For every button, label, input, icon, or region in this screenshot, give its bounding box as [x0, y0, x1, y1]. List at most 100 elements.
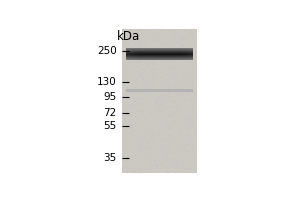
Point	[179, 168, 184, 171]
Point	[137, 156, 142, 160]
Point	[154, 168, 158, 171]
Point	[165, 106, 170, 109]
Point	[170, 110, 175, 113]
Point	[188, 104, 192, 107]
Point	[152, 148, 156, 151]
Point	[159, 124, 164, 127]
Point	[138, 48, 142, 51]
Point	[169, 152, 174, 155]
Point	[193, 135, 197, 138]
Point	[123, 82, 128, 85]
Point	[132, 170, 137, 173]
Point	[192, 58, 197, 61]
Point	[129, 136, 134, 139]
Point	[138, 52, 142, 55]
Point	[134, 48, 138, 51]
Point	[167, 79, 172, 82]
Point	[181, 77, 186, 80]
Point	[174, 120, 178, 123]
Point	[192, 169, 197, 172]
Point	[158, 77, 163, 80]
Point	[150, 146, 154, 149]
Point	[149, 105, 154, 108]
Point	[185, 161, 190, 164]
Point	[136, 116, 141, 119]
Point	[190, 50, 195, 54]
Point	[164, 123, 168, 127]
Point	[148, 77, 152, 80]
Point	[191, 39, 196, 42]
Point	[193, 35, 197, 38]
Point	[125, 153, 130, 156]
Point	[157, 95, 162, 98]
Point	[145, 163, 150, 166]
Point	[146, 132, 151, 135]
Point	[175, 166, 180, 169]
Point	[193, 131, 198, 134]
Point	[165, 102, 170, 105]
Point	[160, 101, 165, 105]
Point	[164, 68, 169, 72]
Point	[146, 101, 151, 104]
Point	[132, 62, 137, 66]
Point	[158, 56, 163, 59]
Point	[161, 137, 166, 140]
Point	[145, 72, 150, 75]
Point	[164, 121, 169, 124]
Point	[125, 172, 130, 175]
Point	[166, 114, 171, 117]
Point	[171, 125, 176, 128]
Point	[127, 127, 132, 130]
Point	[166, 161, 170, 164]
Point	[179, 98, 184, 101]
Point	[173, 71, 178, 74]
Point	[194, 135, 198, 138]
Point	[175, 87, 179, 90]
Point	[152, 31, 156, 34]
Point	[190, 162, 195, 165]
Point	[146, 107, 150, 110]
Point	[151, 78, 155, 81]
Point	[154, 40, 158, 43]
Point	[141, 140, 146, 144]
Point	[123, 160, 128, 163]
Point	[152, 82, 157, 85]
Point	[144, 55, 148, 58]
Point	[154, 131, 159, 134]
Point	[136, 57, 141, 61]
Point	[136, 76, 141, 79]
Point	[123, 35, 128, 38]
Point	[163, 159, 168, 162]
Point	[128, 132, 133, 135]
Point	[178, 65, 183, 68]
Point	[149, 68, 154, 71]
Point	[124, 110, 129, 113]
Point	[166, 62, 171, 65]
Point	[184, 90, 188, 93]
Point	[173, 80, 178, 83]
Point	[177, 97, 182, 100]
Point	[180, 133, 185, 136]
Point	[132, 45, 137, 48]
Point	[151, 152, 155, 155]
Point	[133, 50, 137, 54]
Point	[184, 137, 189, 140]
Point	[155, 132, 160, 135]
Point	[125, 42, 130, 46]
Point	[151, 146, 156, 149]
Point	[138, 133, 143, 136]
Point	[165, 135, 170, 138]
Point	[166, 32, 170, 36]
Point	[125, 45, 130, 49]
Point	[179, 62, 184, 65]
Point	[127, 48, 131, 51]
Point	[179, 35, 184, 38]
Point	[152, 156, 157, 159]
Point	[189, 34, 194, 37]
Point	[166, 100, 171, 103]
Point	[181, 140, 186, 143]
Point	[158, 119, 163, 123]
Point	[163, 171, 168, 174]
Point	[150, 151, 155, 154]
Point	[177, 82, 182, 85]
